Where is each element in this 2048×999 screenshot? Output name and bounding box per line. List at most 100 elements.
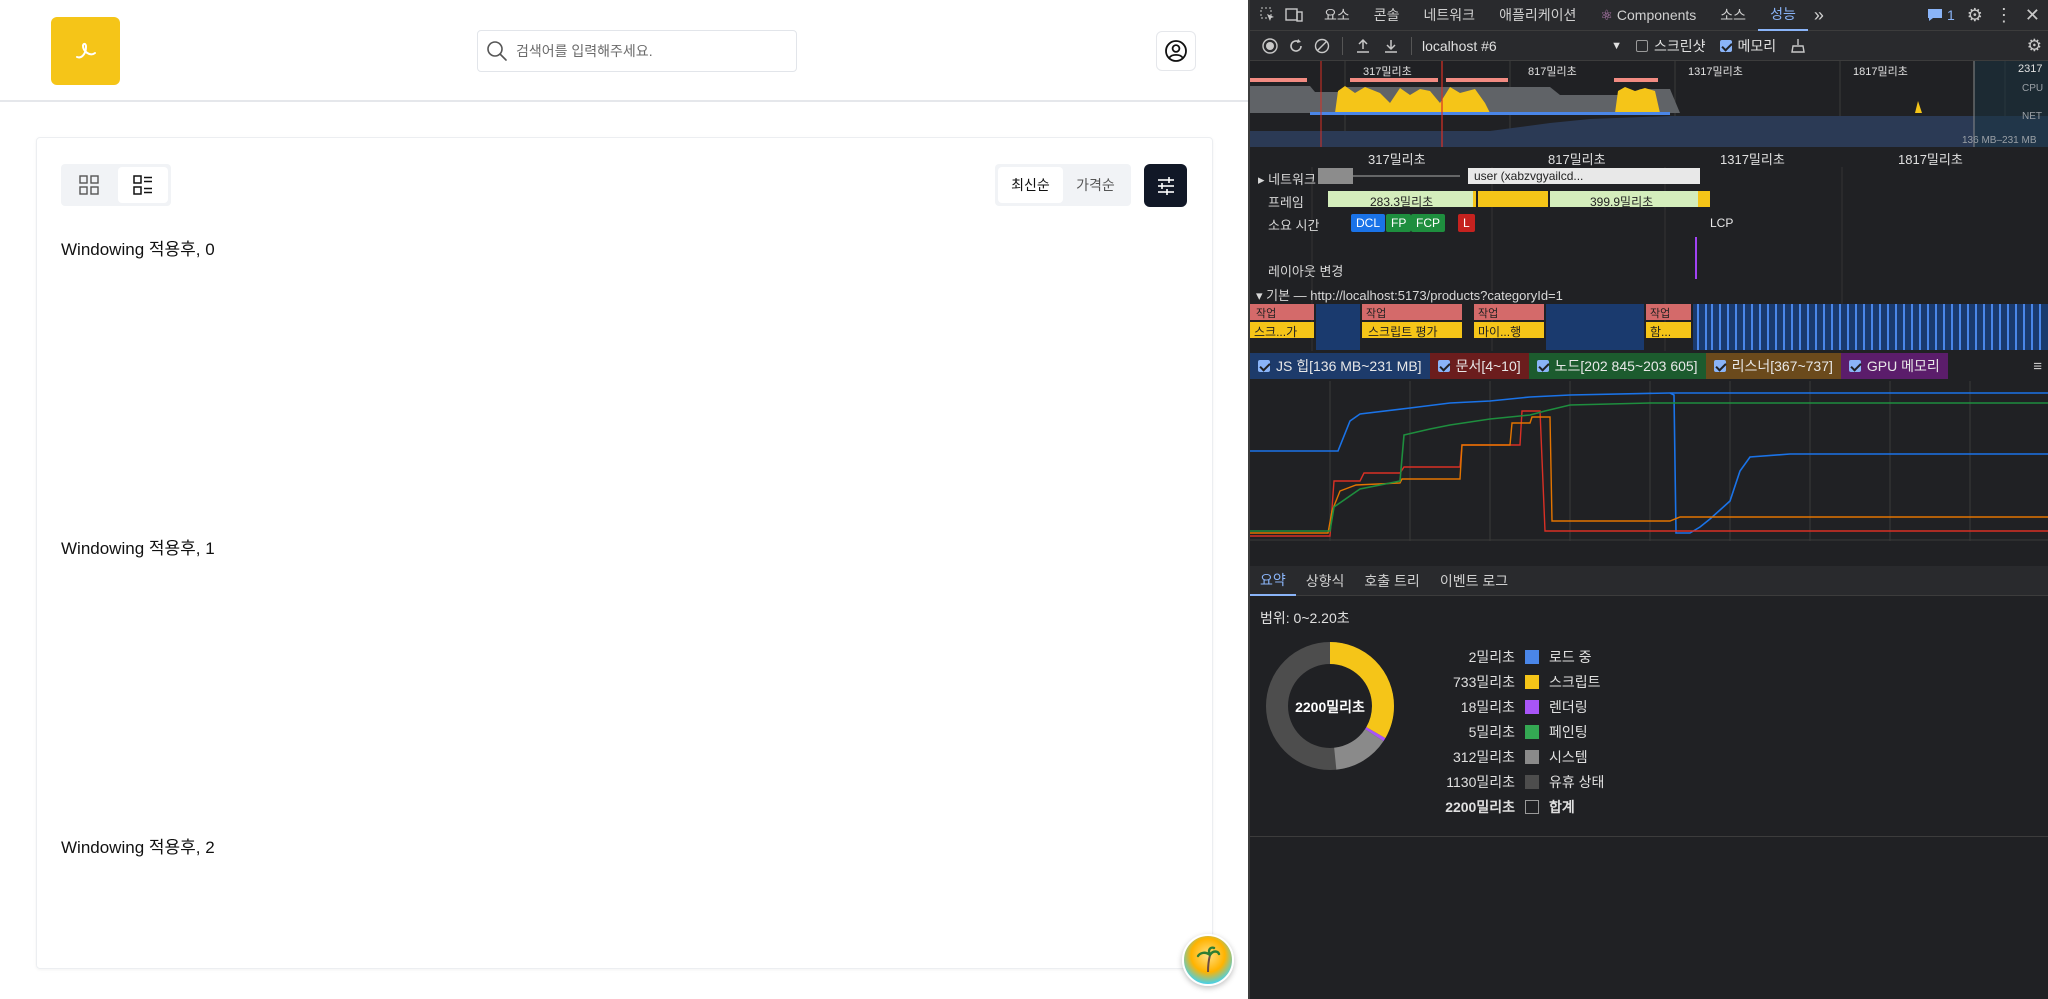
gear-icon[interactable]: ⚙ [1966,4,1983,25]
search-input[interactable] [516,43,776,59]
network-track-text: 네트워크 [1268,172,1316,187]
tab-call-tree[interactable]: 호출 트리 [1364,572,1420,589]
target-select[interactable]: localhost #6 ▼ [1422,38,1622,54]
reload-record-icon[interactable] [1286,36,1306,56]
summary-donut-chart [1266,642,1394,770]
summary-total-label: 2200밀리초 [1295,699,1365,715]
tab-sources[interactable]: 소스 [1720,7,1747,23]
memory-checkbox[interactable]: 메모리 [1719,36,1776,56]
close-icon[interactable]: ✕ [2024,4,2040,25]
legend-listeners[interactable]: 리스너[367~737] [1705,353,1841,379]
summary-range: 범위: 0~2.20초 [1260,610,1350,626]
inspect-element-icon[interactable] [1258,5,1278,25]
legend-label: 리스너[367~737] [1731,358,1833,374]
details-tab-bar: 요약 상향식 호출 트리 이벤트 로그 [1250,566,2048,596]
capture-settings-icon[interactable]: ⚙ [2026,35,2042,55]
layout-shifts-track-label: 레이아웃 변경 [1268,264,1344,279]
more-tabs-icon[interactable]: » [1813,4,1824,25]
summary-row-idle: 1130밀리초 유휴 상태 [1400,772,1700,792]
legend-label: 노드[202 845~203 605] [1554,358,1698,374]
lcp-marker[interactable]: LCP [1710,216,1734,230]
memory-chart[interactable] [1250,381,2048,541]
tab-network[interactable]: 네트워크 [1423,7,1476,23]
legend-label: JS 힙[136 MB~231 MB] [1276,358,1422,374]
sort-latest-button[interactable]: 최신순 [998,167,1063,203]
logo-icon [75,42,96,59]
devtools-tab-bar: 요소 콘솔 네트워크 애플리케이션 ⚛ Components 소스 성능 » 1… [1250,0,2048,31]
timeline-tracks[interactable]: ▸ 네트워크 user (xabzvgyailcd... 프레임 283.3밀리… [1250,167,2048,351]
sort-price-button[interactable]: 가격순 [1076,177,1115,193]
tab-components[interactable]: ⚛ Components [1588,0,1708,31]
summary-label: 페인팅 [1549,724,1588,740]
script-event-label[interactable]: 함... [1650,325,1672,339]
sort-toggle: 최신순 가격순 [995,164,1131,206]
download-icon[interactable] [1381,36,1401,56]
legend-js-heap[interactable]: JS 힙[136 MB~231 MB] [1250,353,1430,379]
floating-action-button[interactable] [1182,934,1234,986]
timings-track-label: 소요 시간 [1268,218,1320,233]
dcl-marker[interactable]: DCL [1351,214,1386,232]
list-item-title: Windowing 적용후, 1 [61,539,215,558]
legend-gpu-memory[interactable]: GPU 메모리 [1840,353,1948,379]
script-event-label[interactable]: 스크...가 [1254,325,1298,339]
tab-performance[interactable]: 성능 [1758,0,1808,31]
overview-tick: 317밀리초 [1363,66,1412,78]
fp-marker[interactable]: FP [1386,214,1412,232]
list-item-title: Windowing 적용후, 2 [61,838,215,857]
list-item-title: Windowing 적용후, 0 [61,240,215,259]
summary-donut: 2200밀리초 [1264,640,1396,772]
issues-button[interactable]: 1 [1927,7,1955,23]
devtools-actions: 1 ⚙ ⋮ ✕ [1927,5,2048,26]
tab-bottom-up[interactable]: 상향식 [1305,572,1345,589]
upload-icon[interactable] [1353,36,1373,56]
toolbar-divider [1342,36,1343,55]
chevron-down-icon: ▼ [1611,39,1622,52]
timeline-overview[interactable]: 317밀리초 817밀리초 1317밀리초 1817밀리초 2317 CPU N… [1250,61,2048,147]
brand-logo[interactable] [51,17,120,85]
tab-components-label: Components [1616,7,1697,23]
tab-application[interactable]: 애플리케이션 [1499,7,1577,23]
list-view-button[interactable] [118,167,168,203]
tab-event-log[interactable]: 이벤트 로그 [1439,572,1509,589]
summary-row-loading: 2밀리초 로드 중 [1400,647,1700,667]
tab-console[interactable]: 콘솔 [1373,7,1400,23]
screenshot-checkbox[interactable]: 스크린샷 [1636,36,1706,56]
broom-icon[interactable] [1788,36,1808,56]
grid-view-button[interactable] [64,167,114,203]
legend-swatch [1525,775,1539,789]
script-event-label[interactable]: 마이...행 [1478,325,1522,339]
sliders-icon [1157,176,1174,195]
checkbox-unchecked [1636,39,1648,52]
load-marker[interactable]: L [1458,214,1475,232]
fcp-marker[interactable]: FCP [1411,214,1445,232]
record-icon[interactable] [1260,36,1280,56]
checkbox-checked [1437,360,1450,372]
overview-tick: 817밀리초 [1528,66,1577,78]
summary-divider [1250,836,2048,837]
search-icon [487,41,507,61]
grid-icon [79,175,99,195]
clear-icon[interactable] [1312,36,1332,56]
ruler-tick: 1817밀리초 [1898,152,1963,167]
summary-value: 312밀리초 [1453,749,1515,765]
kebab-menu-icon[interactable]: ⋮ [1994,4,2013,25]
summary-label: 유휴 상태 [1549,774,1605,790]
tab-elements[interactable]: 요소 [1324,7,1350,23]
main-thread-track-label[interactable]: ▾ 기본 — http://localhost:5173/products?ca… [1256,288,1563,303]
summary-value: 1130밀리초 [1446,774,1515,790]
profile-button[interactable] [1156,31,1196,71]
summary-value: 2200밀리초 [1445,799,1515,815]
screenshot-label: 스크린샷 [1654,37,1706,54]
frame-duration[interactable]: 399.9밀리초 [1590,195,1654,209]
device-toolbar-icon[interactable] [1284,5,1304,25]
frame-duration[interactable]: 283.3밀리초 [1370,195,1434,209]
script-event-label[interactable]: 스크립트 평가 [1368,325,1438,339]
network-request-label[interactable]: user (xabzvgyailcd... [1474,169,1584,183]
network-track-label[interactable]: ▸ 네트워크 [1258,172,1316,187]
legend-documents[interactable]: 문서[4~10] [1429,353,1529,379]
task-label: 작업 [1366,308,1387,320]
hamburger-icon[interactable]: ≡ [2033,357,2042,375]
filter-button[interactable] [1144,164,1187,207]
tab-summary[interactable]: 요약 [1250,566,1296,596]
legend-nodes[interactable]: 노드[202 845~203 605] [1528,353,1706,379]
